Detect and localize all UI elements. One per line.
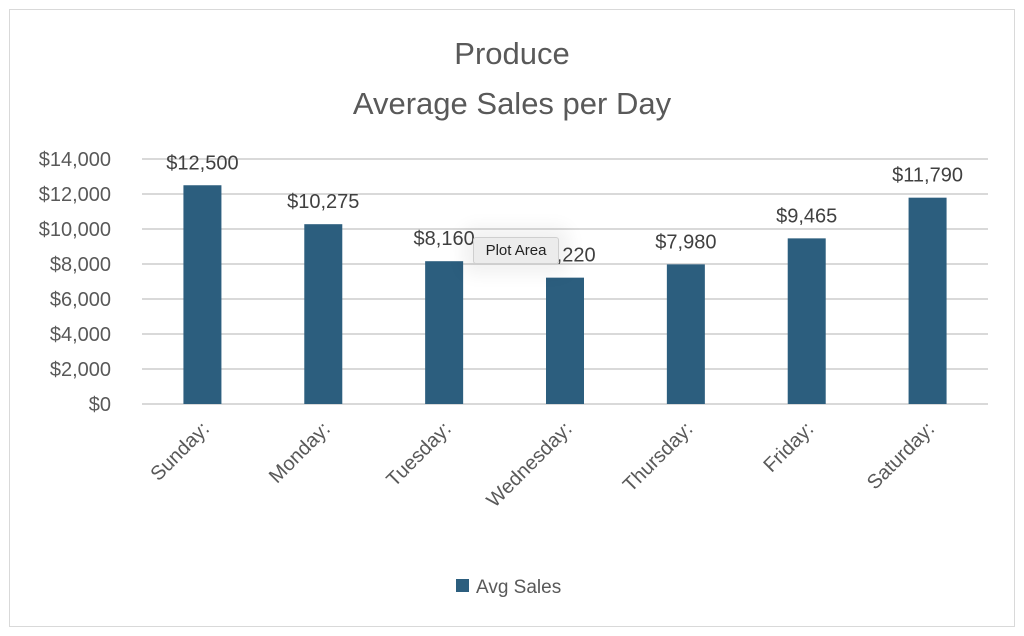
chart-subtitle: Average Sales per Day: [353, 86, 672, 121]
data-label: $10,275: [287, 191, 359, 213]
x-tick-label: Wednesday:: [483, 418, 577, 512]
x-tick-label: Tuesday:: [382, 418, 455, 491]
data-label: $8,160: [414, 228, 475, 250]
data-label: $12,500: [166, 152, 238, 174]
y-tick-label: $2,000: [50, 359, 111, 381]
x-tick-label: Sunday:: [147, 418, 214, 485]
y-tick-label: $12,000: [39, 184, 111, 206]
x-tick-label: Friday:: [759, 418, 818, 477]
bar: [546, 277, 584, 404]
bar: [666, 264, 705, 404]
y-tick-label: $8,000: [50, 254, 111, 276]
y-tick-label: $14,000: [39, 149, 111, 171]
y-tick-label: $10,000: [39, 219, 111, 241]
chart-title: Produce: [454, 36, 569, 71]
y-tick-label: $4,000: [50, 324, 111, 346]
x-tick-label: Thursday:: [619, 418, 697, 496]
legend-label: Avg Sales: [476, 577, 561, 598]
bar: [908, 197, 947, 404]
bar: [304, 224, 343, 404]
data-label: $9,465: [776, 205, 837, 227]
y-tick-label: $0: [89, 394, 111, 416]
data-label: $11,790: [892, 165, 963, 187]
y-tick-label: $6,000: [50, 289, 111, 311]
data-label: $7,980: [655, 231, 716, 253]
bar: [425, 261, 464, 404]
chart-area[interactable]: [9, 9, 1015, 627]
bar: [787, 238, 826, 404]
plot-area-tooltip: Plot Area: [473, 237, 559, 264]
legend-swatch: [456, 579, 469, 592]
x-tick-label: Monday:: [265, 418, 335, 488]
x-tick-label: Saturday:: [863, 418, 939, 494]
bar: [183, 185, 222, 404]
